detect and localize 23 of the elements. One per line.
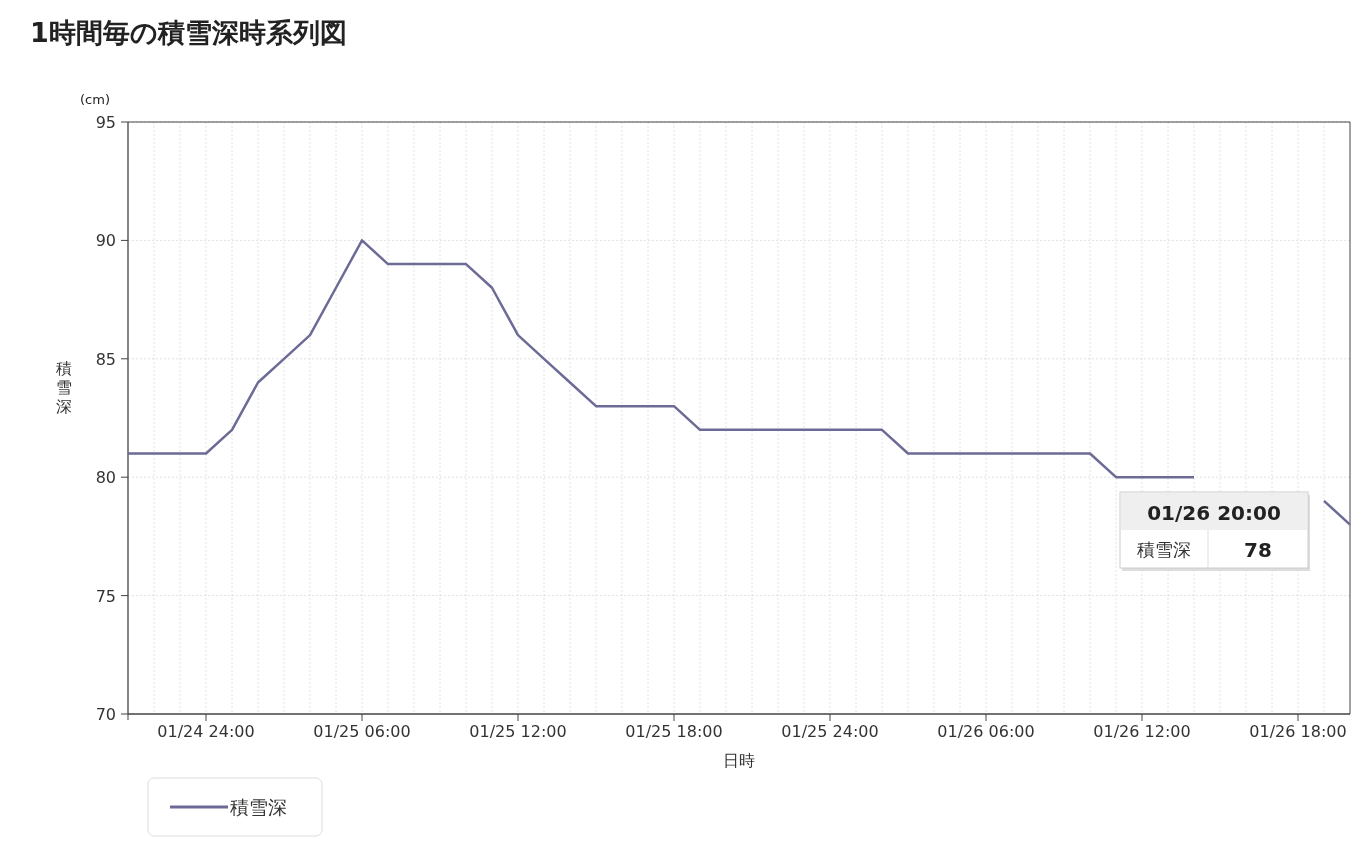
x-tick-label: 01/25 24:00 <box>781 722 879 741</box>
annotation: 01/26 20:00 <box>1147 501 1281 525</box>
annotation: 78 <box>1244 538 1272 562</box>
y-tick-label: 95 <box>95 113 116 132</box>
x-tick-label: 01/26 18:00 <box>1249 722 1347 741</box>
x-tick-label: 01/24 24:00 <box>157 722 255 741</box>
legend-label: 積雪深 <box>230 796 287 818</box>
y-tick-label: 90 <box>95 231 116 251</box>
legend: 積雪深 <box>147 777 323 837</box>
chart-title: 1時間毎の積雪深時系列図 <box>30 17 347 48</box>
x-tick-label: 01/26 12:00 <box>1093 722 1191 741</box>
y-tick-label: 70 <box>95 705 116 724</box>
x-tick-label: 01/25 12:00 <box>469 722 567 741</box>
x-tick-label: 01/26 06:00 <box>937 722 1035 741</box>
text: 積雪深 <box>56 359 72 416</box>
text: (cm) <box>80 92 110 107</box>
x-axis-title: 日時 <box>723 751 755 770</box>
y-axis-title: 積雪深 <box>1137 539 1191 560</box>
x-tick-label: 01/25 06:00 <box>313 722 411 741</box>
y-tick-label: 80 <box>95 468 116 488</box>
x-tick-label: 01/25 18:00 <box>625 722 723 741</box>
y-tick-label: 75 <box>95 586 116 606</box>
y-tick-label: 85 <box>95 349 116 369</box>
